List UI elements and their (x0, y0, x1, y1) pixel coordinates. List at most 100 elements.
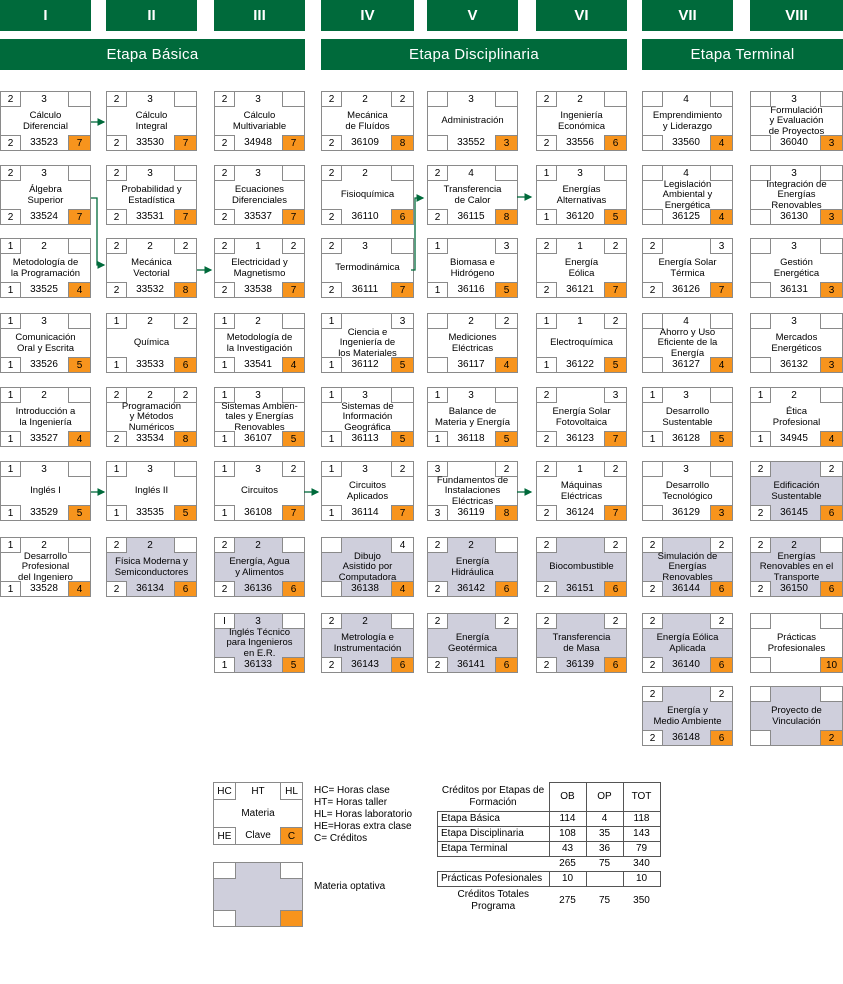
course-ht: 3 (683, 390, 689, 401)
course-ht: 2 (41, 241, 47, 252)
course-hc: 2 (322, 614, 342, 629)
course-hc: 2 (537, 388, 557, 403)
course-box: 1 3 1 36116 5 Biomasa e Hidrógeno (427, 238, 518, 298)
course-hl (282, 614, 304, 629)
course-credits: 7 (604, 431, 626, 446)
stage-header: Etapa Básica (0, 39, 305, 70)
course-hl: 2 (495, 614, 517, 629)
course-hl (68, 388, 90, 403)
course-hc: 2 (537, 614, 557, 629)
course-key: 36142 (457, 583, 485, 594)
course-hc (751, 92, 771, 107)
course-box: 2 Proyecto de Vinculación (750, 686, 843, 746)
course-credits: 5 (604, 209, 626, 224)
course-credits: 3 (820, 282, 842, 297)
course-credits: 5 (604, 357, 626, 372)
legend-def: HE=Horas extra clase (314, 821, 412, 832)
course-key: 36127 (672, 359, 700, 370)
course-name: Probabilidad y Estadística (121, 184, 182, 206)
course-hl: 2 (604, 239, 626, 254)
course-he: 2 (643, 282, 663, 297)
course-hc: 1 (107, 462, 127, 477)
course-credits: 6 (604, 581, 626, 596)
course-hl (820, 614, 842, 629)
course-key: 36114 (351, 507, 379, 518)
course-hc (643, 462, 663, 477)
course-ht: 2 (41, 540, 47, 551)
course-name: Mercados Energéticos (771, 332, 822, 354)
semester-header: III (214, 0, 305, 31)
course-hc: 1 (1, 462, 21, 477)
course-he: 2 (107, 581, 127, 596)
course-box: 2 2 2 33556 6 Ingeniería Económica (536, 91, 627, 151)
course-hc: 1 (643, 388, 663, 403)
course-hc: 2 (322, 239, 342, 254)
course-hl (820, 538, 842, 553)
credits-subtotal-tot: 340 (633, 858, 650, 869)
course-credits: 6 (174, 357, 196, 372)
semester-header: IV (321, 0, 414, 31)
course-key: 34948 (244, 137, 272, 148)
course-hl: 2 (174, 388, 196, 403)
course-box: 2 3 2 33531 7 Probabilidad y Estadística (106, 165, 197, 225)
course-hc: 1 (322, 388, 342, 403)
course-box: 3 33552 3 Administración (427, 91, 518, 151)
course-name: Energía y Medio Ambiente (653, 705, 722, 727)
course-key: 36126 (672, 284, 700, 295)
course-he: 1 (322, 431, 342, 446)
semester-header: V (427, 0, 518, 31)
course-credits: 6 (495, 657, 517, 672)
course-box: 2 3 2 34948 7 Cálculo Multivariable (214, 91, 305, 151)
course-he: 2 (1, 209, 21, 224)
course-he: 1 (428, 431, 448, 446)
course-he (751, 282, 771, 297)
course-hl (68, 538, 90, 553)
course-key: 36131 (780, 284, 808, 295)
credits-title: Créditos por Etapas de Formación (441, 784, 545, 808)
credits-cell: 114 (548, 810, 587, 827)
credits-row-label: Etapa Terminal (437, 840, 550, 857)
course-hl (174, 538, 196, 553)
course-he: 2 (107, 431, 127, 446)
course-he (643, 505, 663, 520)
course-he (751, 209, 771, 224)
semester-header: VI (536, 0, 627, 31)
course-hc: 2 (215, 92, 235, 107)
course-box: 1 3 1 36107 5 Sistemas Ambien- tales y Energí… (214, 387, 305, 447)
course-key: 36109 (351, 137, 379, 148)
credits-header-tot: TOT (622, 782, 661, 812)
course-box: 1 2 2 1 33533 6 Química (106, 313, 197, 373)
course-hl (68, 92, 90, 107)
course-credits: 3 (820, 135, 842, 150)
course-ht: 2 (791, 540, 797, 551)
course-box: 2 3 2 33530 7 Cálculo Integral (106, 91, 197, 151)
credits-cell: 79 (622, 840, 661, 857)
course-ht: 4 (468, 168, 474, 179)
course-ht: 3 (41, 316, 47, 327)
course-ht: 1 (577, 316, 583, 327)
course-box: 4 36138 4 Dibujo Asistido por Computadora (321, 537, 414, 597)
course-hc: 1 (322, 462, 342, 477)
course-he: 2 (215, 282, 235, 297)
course-ht: 3 (791, 94, 797, 105)
course-hl (282, 388, 304, 403)
course-hl: 2 (495, 314, 517, 329)
course-hl: 2 (604, 614, 626, 629)
course-name: Transferencia de Masa (552, 632, 611, 654)
course-key: 36123 (566, 433, 594, 444)
course-key: 33524 (30, 211, 58, 222)
legend-c: C (280, 827, 302, 844)
course-hc: I (215, 614, 235, 629)
legend-ht: HT (251, 786, 265, 797)
course-name: Desarrollo Tecnológico (662, 480, 713, 502)
course-box: 1 2 1 33527 4 Introducción a la Ingeniería (0, 387, 91, 447)
course-ht: 1 (255, 241, 261, 252)
course-credits: 7 (604, 505, 626, 520)
course-he: 1 (1, 282, 21, 297)
course-hl: 2 (604, 538, 626, 553)
credits-cell: 4 (585, 810, 624, 827)
course-he: 2 (537, 431, 557, 446)
course-name: Energía Eólica Aplicada (656, 632, 719, 654)
course-hl: 2 (710, 538, 732, 553)
course-hc: 1 (1, 239, 21, 254)
